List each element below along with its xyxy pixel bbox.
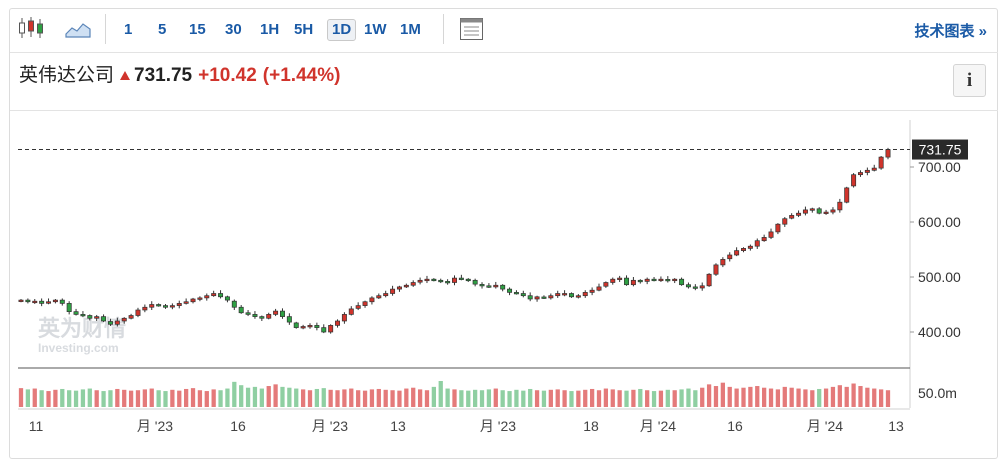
up-arrow-icon (120, 71, 131, 80)
area-chart-icon[interactable] (65, 20, 91, 43)
price-change-percent: (+1.44%) (262, 65, 341, 86)
interval-1m[interactable]: 1M (400, 21, 421, 38)
info-button[interactable]: i (953, 64, 986, 97)
header-divider-line (10, 110, 998, 111)
toolbar-divider-line (10, 52, 998, 53)
interval-1[interactable]: 1 (124, 21, 133, 38)
instrument-name: 英伟达公司 (19, 65, 115, 86)
candlestick-icon[interactable] (18, 16, 44, 45)
chart-panel (9, 8, 998, 459)
interval-1d[interactable]: 1D (327, 19, 357, 41)
price-change: +10.42 (198, 65, 257, 86)
chart-toolbar: 1 5 15 30 1H 5H 1D 1W 1M 技术图表 » (0, 0, 1000, 46)
table-layout-icon[interactable] (460, 18, 483, 45)
quote-header: 英伟达公司 731.75 +10.42 (+1.44%) (19, 64, 340, 88)
technical-chart-link[interactable]: 技术图表 » (914, 23, 987, 40)
interval-5[interactable]: 5 (158, 21, 167, 38)
interval-1w[interactable]: 1W (364, 21, 387, 38)
interval-15[interactable]: 15 (189, 21, 206, 38)
toolbar-divider (105, 14, 106, 44)
interval-30[interactable]: 30 (225, 21, 242, 38)
toolbar-divider (443, 14, 444, 44)
interval-1h[interactable]: 1H (260, 21, 280, 38)
last-price: 731.75 (134, 65, 193, 86)
interval-5h[interactable]: 5H (294, 21, 314, 38)
